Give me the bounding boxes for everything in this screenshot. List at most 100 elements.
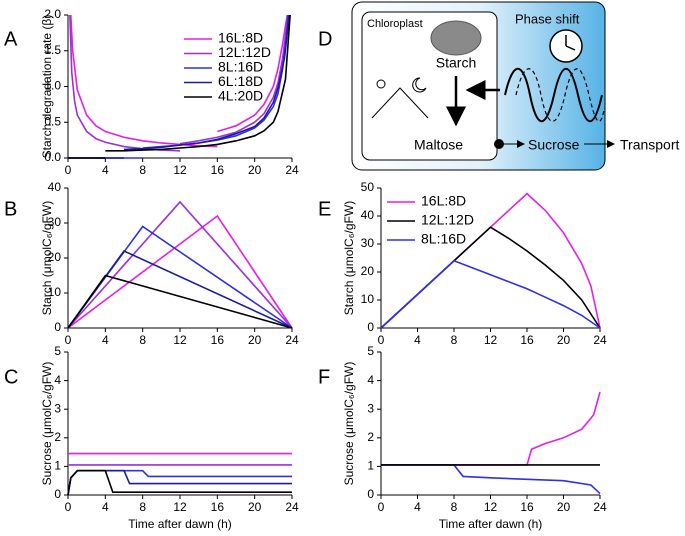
y-tick-label: 30 — [48, 215, 62, 229]
y-axis-label: Starch degradation rate (β) — [40, 15, 54, 159]
series-line — [217, 14, 289, 133]
y-tick-label: 5 — [367, 344, 374, 358]
legend-label: 8L:16D — [421, 231, 466, 247]
y-tick-label: 3 — [367, 401, 374, 415]
x-tick-label: 16 — [211, 163, 225, 177]
series-line — [380, 192, 601, 329]
y-tick-label: 5 — [54, 344, 61, 358]
x-tick-label: 24 — [593, 500, 607, 514]
x-tick-label: 4 — [102, 333, 109, 347]
y-tick-label: 1.0 — [44, 79, 61, 93]
series-line — [67, 469, 292, 496]
oscillation — [504, 67, 603, 122]
legend-label: 6L:18D — [218, 73, 263, 89]
daylength-icon — [371, 87, 429, 119]
chloroplast-label: Chloroplast — [367, 18, 423, 30]
y-tick-label: 0 — [54, 487, 61, 501]
y-tick-label: 0 — [54, 320, 61, 334]
x-tick-label: 0 — [65, 500, 72, 514]
series-line — [105, 14, 291, 152]
y-tick-label: 0 — [367, 320, 374, 334]
x-tick-label: 16 — [520, 333, 534, 347]
legend-label: 12L:12D — [421, 212, 474, 228]
y-tick-label: 40 — [361, 208, 375, 222]
x-tick-label: 8 — [139, 500, 146, 514]
y-tick-label: 50 — [361, 180, 375, 194]
series-line — [69, 14, 181, 152]
x-tick-label: 20 — [557, 333, 571, 347]
y-tick-label: 2.0 — [44, 7, 61, 21]
x-tick-label: 24 — [285, 333, 299, 347]
x-axis-label: Time after dawn (h) — [128, 517, 232, 531]
legend-label: 8L:16D — [218, 59, 263, 75]
panel-label: F — [318, 366, 330, 388]
y-axis-label: Sucrose (μmolC₆/gFW) — [40, 362, 54, 486]
transporter — [494, 139, 504, 149]
legend-label: 16L:8D — [421, 193, 466, 209]
x-tick-label: 16 — [520, 500, 534, 514]
x-tick-label: 24 — [285, 163, 299, 177]
x-tick-label: 8 — [451, 333, 458, 347]
y-axis-label: Starch (μmolC₆/gFW) — [342, 201, 356, 315]
series-line — [67, 214, 293, 329]
x-tick-label: 16 — [211, 500, 225, 514]
x-tick-label: 12 — [173, 500, 187, 514]
y-tick-label: 30 — [361, 236, 375, 250]
y-tick-label: 4 — [367, 373, 374, 387]
panel-label: B — [4, 198, 17, 220]
x-tick-label: 12 — [173, 163, 187, 177]
legend-label: 16L:8D — [218, 30, 263, 46]
y-tick-label: 10 — [48, 285, 62, 299]
x-tick-label: 4 — [102, 163, 109, 177]
series-line — [380, 259, 601, 329]
series-line — [67, 200, 293, 329]
legend-label: 4L:20D — [218, 88, 263, 104]
x-tick-label: 8 — [139, 163, 146, 177]
y-tick-label: 10 — [361, 292, 375, 306]
series-line — [381, 391, 601, 466]
panel-label: C — [4, 366, 18, 388]
x-tick-label: 24 — [285, 500, 299, 514]
y-tick-label: 0.0 — [44, 150, 61, 164]
clock-hands — [565, 35, 576, 51]
x-tick-label: 8 — [139, 333, 146, 347]
x-tick-label: 20 — [248, 333, 262, 347]
x-tick-label: 4 — [414, 500, 421, 514]
x-tick-label: 4 — [102, 500, 109, 514]
starch-granule — [430, 20, 482, 56]
panel-label: D — [318, 28, 332, 50]
x-tick-label: 0 — [65, 333, 72, 347]
y-tick-label: 2 — [54, 430, 61, 444]
diagram: Chloroplast Starch Maltose Sucrose Trans… — [351, 1, 680, 171]
x-tick-label: 4 — [414, 333, 421, 347]
x-tick-label: 0 — [378, 500, 385, 514]
x-tick-label: 20 — [557, 500, 571, 514]
series-line — [70, 14, 218, 148]
y-tick-label: 20 — [361, 264, 375, 278]
starch-label: Starch — [436, 55, 476, 71]
x-tick-label: 0 — [378, 333, 385, 347]
y-tick-label: 4 — [54, 373, 61, 387]
maltose-label: Maltose — [414, 137, 463, 153]
y-tick-label: 2 — [367, 430, 374, 444]
y-tick-label: 1.5 — [44, 43, 61, 57]
y-tick-label: 0 — [367, 487, 374, 501]
x-tick-label: 12 — [173, 333, 187, 347]
x-tick-label: 12 — [484, 500, 498, 514]
transport-label: Transport — [620, 137, 680, 153]
panel-label: E — [318, 198, 331, 220]
y-tick-label: 0.5 — [44, 114, 61, 128]
y-axis-label: Sucrose (μmolC₆/gFW) — [342, 362, 356, 486]
x-tick-label: 0 — [65, 163, 72, 177]
panel-label: A — [4, 28, 18, 50]
series-line — [67, 274, 293, 329]
y-axis-label: Starch (μmolC₆/gFW) — [40, 201, 54, 315]
series-line — [179, 14, 289, 145]
x-tick-label: 20 — [248, 500, 262, 514]
x-tick-label: 12 — [484, 333, 498, 347]
x-axis-label: Time after dawn (h) — [439, 517, 543, 531]
y-tick-label: 20 — [48, 250, 62, 264]
y-tick-label: 3 — [54, 401, 61, 415]
moon-icon — [412, 77, 427, 93]
